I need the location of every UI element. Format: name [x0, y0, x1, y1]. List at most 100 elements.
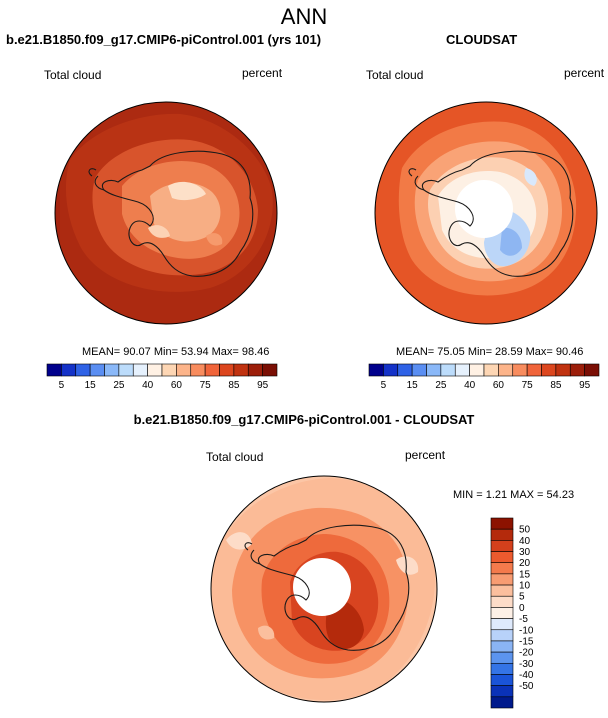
- panel-3-stats: MIN = 1.21 MAX = 54.23: [453, 489, 575, 501]
- colorbar-swatch: [490, 528, 514, 541]
- colorbar-tick-label: 40: [142, 380, 154, 391]
- colorbar-swatch: [426, 363, 442, 377]
- colorbar-swatch: [498, 363, 514, 377]
- colorbar-swatch: [147, 363, 163, 377]
- colorbar-swatch: [368, 363, 384, 377]
- colorbar-swatch: [454, 363, 470, 377]
- colorbar-swatch: [490, 595, 514, 608]
- colorbar-tick-label: 15: [407, 380, 419, 391]
- map-model: [55, 102, 277, 324]
- colorbar-swatch: [219, 363, 235, 377]
- colorbar-swatch: [490, 584, 514, 597]
- colorbar-swatch: [397, 363, 413, 377]
- colorbar-swatch: [233, 363, 249, 377]
- colorbar-swatch: [584, 363, 600, 377]
- colorbar-tick-label: 25: [113, 380, 125, 391]
- colorbar-swatch: [490, 696, 514, 709]
- colorbar-tick-label: 15: [519, 569, 531, 580]
- colorbar-tick-label: 60: [493, 380, 505, 391]
- colorbar-model: 5 15 25 40 60 75 85 95: [46, 363, 278, 391]
- colorbar-tick-label: 5: [59, 380, 65, 391]
- colorbar-swatch: [104, 363, 120, 377]
- panel-1-title: b.e21.B1850.f09_g17.CMIP6-piControl.001 …: [6, 32, 322, 47]
- colorbar-tick-label: 85: [550, 380, 562, 391]
- map-cloudsat-border: [374, 101, 598, 325]
- colorbar-swatch: [490, 651, 514, 664]
- colorbar-swatch: [46, 363, 62, 377]
- map-model-coastline: [88, 150, 254, 277]
- colorbar-tick-label: 95: [579, 380, 591, 391]
- colorbar-swatch: [569, 363, 585, 377]
- panel-1-units: percent: [242, 66, 283, 80]
- colorbar-tick-label: 85: [228, 380, 240, 391]
- colorbar-tick-label: 40: [519, 536, 531, 547]
- colorbar-swatch: [490, 551, 514, 564]
- colorbar-swatch: [490, 629, 514, 642]
- panel-2-variable: Total cloud: [366, 68, 424, 82]
- colorbar-swatch: [541, 363, 557, 377]
- colorbar-tick-label: 25: [435, 380, 447, 391]
- colorbar-tick-label: -10: [519, 625, 534, 636]
- colorbar-swatch: [483, 363, 499, 377]
- panel-2-stats: MEAN= 75.05 Min= 28.59 Max= 90.46: [396, 346, 584, 358]
- colorbar-tick-label: 30: [519, 547, 531, 558]
- panel-1-stats: MEAN= 90.07 Min= 53.94 Max= 98.46: [82, 346, 270, 358]
- colorbar-swatch: [490, 573, 514, 586]
- map-cloudsat-missing-data: [455, 180, 513, 238]
- colorbar-cloudsat: 5 15 25 40 60 75 85 95: [368, 363, 600, 391]
- colorbar-swatch: [490, 674, 514, 686]
- panel-3-variable: Total cloud: [206, 450, 264, 464]
- colorbar-swatch: [204, 363, 220, 377]
- colorbar-swatch: [490, 640, 514, 653]
- colorbar-swatch: [89, 363, 105, 377]
- map-cloudsat-coastline: [408, 150, 574, 277]
- colorbar-tick-label: 10: [519, 581, 531, 592]
- colorbar-swatch: [490, 685, 514, 698]
- colorbar-swatch: [247, 363, 263, 377]
- panel-2-title: CLOUDSAT: [446, 32, 518, 47]
- colorbar-swatch: [490, 662, 514, 675]
- colorbar-swatch: [262, 363, 278, 377]
- colorbar-swatch: [383, 363, 399, 377]
- colorbar-tick-label: -20: [519, 648, 534, 659]
- colorbar-tick-label: 95: [257, 380, 269, 391]
- panel-2-units: percent: [564, 66, 605, 80]
- map-difference-coastline: [244, 524, 410, 651]
- colorbar-swatch: [61, 363, 77, 377]
- panel-1-variable: Total cloud: [44, 68, 102, 82]
- colorbar-swatch: [176, 363, 192, 377]
- colorbar-swatch: [555, 363, 571, 377]
- colorbar-tick-label: 50: [519, 525, 531, 536]
- colorbar-swatch: [512, 363, 528, 377]
- colorbar-swatch: [190, 363, 206, 377]
- colorbar-tick-label: 75: [200, 380, 212, 391]
- panel-3-units: percent: [405, 448, 446, 462]
- panel-3-title: b.e21.B1850.f09_g17.CMIP6-piControl.001 …: [133, 412, 475, 427]
- colorbar-tick-label: 60: [171, 380, 183, 391]
- colorbar-tick-label: 5: [381, 380, 387, 391]
- colorbar-tick-label: 75: [522, 380, 534, 391]
- colorbar-tick-label: 0: [519, 603, 525, 614]
- colorbar-swatch: [75, 363, 91, 377]
- map-difference-missing-data: [293, 558, 351, 616]
- colorbar-tick-label: 20: [519, 558, 531, 569]
- map-difference-border: [210, 475, 438, 703]
- colorbar-swatch: [490, 540, 514, 552]
- colorbar-swatch: [490, 607, 514, 619]
- colorbar-swatch: [469, 363, 485, 377]
- colorbar-swatch: [490, 618, 514, 631]
- colorbar-swatch: [161, 363, 177, 377]
- colorbar-tick-label: -15: [519, 636, 534, 647]
- colorbar-tick-label: 40: [464, 380, 476, 391]
- colorbar-tick-label: -30: [519, 659, 534, 670]
- page-title: ANN: [280, 4, 328, 29]
- colorbar-swatch: [132, 363, 148, 377]
- colorbar-tick-label: 15: [85, 380, 97, 391]
- colorbar-swatch: [440, 363, 456, 377]
- map-model-border: [54, 101, 278, 325]
- colorbar-swatch: [526, 363, 542, 377]
- colorbar-swatch: [490, 517, 514, 530]
- colorbar-tick-label: 5: [519, 592, 525, 603]
